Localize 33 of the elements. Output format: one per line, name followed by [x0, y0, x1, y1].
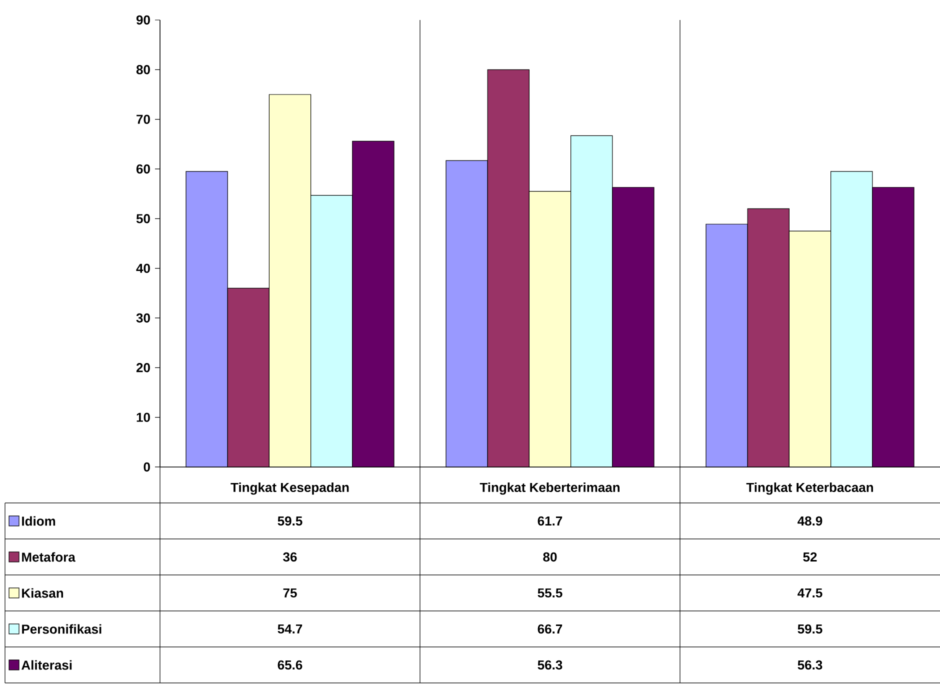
- data-label: 48.9: [798, 516, 822, 526]
- legend-label: Personifikasi: [22, 624, 102, 634]
- x-tick-label: Tingkat Keberterimaan: [480, 482, 620, 495]
- data-label: 54.7: [278, 624, 302, 634]
- y-tick-label: 50: [136, 214, 150, 224]
- x-tick-label: Tingkat Keterbacaan: [746, 482, 874, 495]
- data-label: 56.3: [798, 660, 822, 670]
- legend-label: Idiom: [22, 516, 56, 526]
- y-tick-label: 60: [136, 164, 150, 174]
- data-label: 56.3: [538, 660, 562, 670]
- data-label: 59.5: [798, 624, 822, 634]
- data-label: 55.5: [538, 588, 562, 598]
- data-label: 52: [803, 552, 817, 562]
- y-tick-label: 40: [136, 264, 150, 273]
- y-tick-label: 0: [144, 462, 150, 472]
- legend-label: Kiasan: [22, 588, 64, 598]
- y-tick-label: 90: [136, 15, 150, 25]
- y-tick-label: 80: [136, 65, 150, 74]
- y-tick-label: 70: [136, 114, 150, 124]
- y-tick-label: 20: [136, 363, 150, 372]
- data-label: 65.6: [278, 660, 302, 670]
- y-tick-label: 10: [136, 412, 150, 422]
- x-tick-label: Tingkat Kesepadan: [230, 482, 349, 495]
- legend-label: Metafora: [22, 552, 76, 562]
- data-label: 61.7: [538, 516, 562, 526]
- data-label: 59.5: [278, 516, 302, 526]
- data-label: 66.7: [538, 624, 562, 634]
- data-label: 36: [283, 552, 297, 562]
- data-label: 75: [283, 588, 297, 598]
- y-tick-label: 30: [136, 313, 150, 323]
- legend-label: Aliterasi: [22, 660, 72, 670]
- data-label: 47.5: [798, 588, 822, 598]
- data-label: 80: [543, 552, 557, 562]
